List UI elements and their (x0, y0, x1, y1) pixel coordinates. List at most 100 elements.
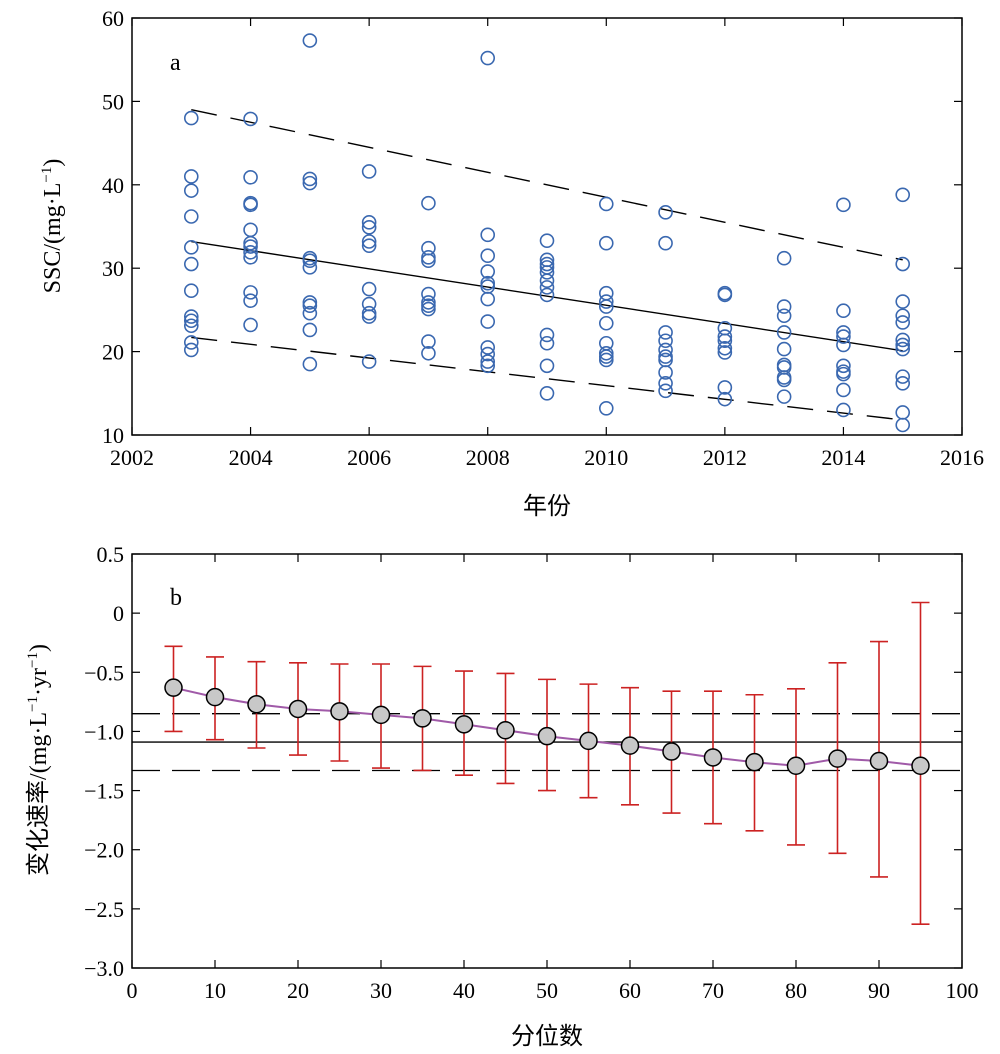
panel-a-point (302, 33, 318, 48)
panel-a-point (243, 111, 258, 127)
panel-a-point (776, 308, 792, 324)
panel-a-point (776, 325, 792, 340)
panel-b-point (745, 752, 764, 772)
panel-a-point (480, 227, 496, 243)
panel-a-xlabel: 年份 (523, 493, 571, 520)
panel-a-ylabel: SSC/(mg·L−1) (39, 159, 66, 294)
panel-b-label: b (170, 585, 182, 611)
panel-a-point (539, 327, 555, 343)
panel-b-ytick-label: 0 (113, 601, 124, 626)
panel-a-point (895, 337, 911, 353)
panel-b-ylabel-sup2: −1 (25, 652, 41, 668)
panel-a-data-layer (183, 33, 911, 433)
panel-a-point (243, 317, 258, 333)
panel-b-point (164, 678, 183, 697)
panel-a-ytick-label: 10 (102, 423, 124, 448)
panel-b-point (786, 756, 806, 775)
panel-a: 2002 2004 2006 2008 2010 2012 2014 2016 10 20 30 40… (39, 6, 984, 520)
panel-b-ytick-label: −1.0 (84, 719, 124, 744)
panel-a-point (183, 309, 199, 324)
panel-a-ytick-label: 50 (102, 89, 124, 114)
panel-a-point (243, 293, 258, 309)
panel-b-point (869, 751, 889, 771)
panel-a-point (598, 401, 614, 416)
panel-b-ytick-label: −1.5 (84, 779, 124, 804)
panel-a-point (243, 245, 258, 260)
panel-a-point (361, 220, 377, 235)
panel-a-point (421, 298, 436, 314)
panel-a-point (895, 308, 911, 324)
panel-a-point (361, 354, 377, 369)
panel-b-point (330, 702, 349, 721)
panel-a-point (421, 334, 436, 349)
panel-a-point (480, 354, 496, 369)
panel-a-ylabel-main: SSC/(mg·L (40, 183, 66, 294)
panel-b-point (454, 715, 474, 734)
panel-a-point (836, 382, 851, 398)
panel-a-point (183, 256, 199, 272)
panel-a-ylabel-close: ) (40, 159, 66, 167)
panel-a-xtick-label: 2010 (584, 445, 628, 470)
panel-a-point (836, 197, 851, 213)
panel-a-point (895, 332, 911, 348)
panel-b-point (579, 731, 598, 751)
panel-b-data-layer (132, 601, 962, 926)
panel-a-point (776, 389, 792, 404)
panel-a-point (658, 383, 673, 399)
panel-a-point (658, 235, 673, 251)
panel-a-point (361, 305, 377, 321)
panel-a-ytick-label: 60 (102, 6, 124, 31)
panel-a-point (836, 366, 851, 382)
panel-a-point (836, 402, 851, 418)
panel-a-point (658, 342, 673, 358)
panel-a-point (480, 314, 496, 329)
panel-a-point (243, 239, 258, 254)
panel-a-point (421, 253, 436, 268)
panel-a-point (598, 349, 614, 364)
panel-a-point (895, 315, 911, 330)
panel-a-point (183, 335, 199, 350)
panel-a-ticks: 2002 2004 2006 2008 2010 2012 2014 2016 10 20 30 40… (102, 6, 984, 470)
panel-a-point (895, 341, 911, 357)
panel-a-xtick-label: 2006 (347, 445, 391, 470)
panel-a-point (480, 50, 496, 66)
panel-a-point (598, 294, 614, 309)
panel-a-point (598, 235, 614, 251)
panel-a-point (539, 233, 555, 248)
panel-a-point (598, 299, 614, 314)
panel-b-ytick-label: −3.0 (84, 956, 124, 981)
panel-a-point (598, 345, 614, 361)
panel-a-point (183, 209, 199, 224)
panel-b-xlabel: 分位数 (511, 1023, 583, 1050)
panel-a-point (421, 301, 436, 317)
panel-a-point (361, 164, 377, 179)
panel-a-point (717, 340, 733, 356)
panel-b-ytick-label: −2.5 (84, 897, 124, 922)
panel-a-point (658, 205, 673, 220)
panel-a-point (421, 295, 436, 310)
panel-a-point (421, 345, 436, 361)
panel-b-xtick-label: 60 (619, 978, 641, 1003)
panel-a-point (243, 222, 258, 238)
panel-b-point (620, 736, 640, 755)
panel-a-point (776, 250, 792, 266)
panel-a-point (658, 365, 673, 380)
panel-a-point (361, 281, 377, 297)
panel-a-trend-line (191, 240, 903, 352)
panel-a-point (183, 318, 199, 334)
panel-a-point (658, 325, 673, 340)
panel-a-point (776, 372, 792, 388)
panel-b-xtick-label: 40 (453, 978, 475, 1003)
panel-a-point (302, 298, 318, 314)
panel-a-point (658, 349, 673, 364)
panel-a-point (717, 391, 733, 407)
panel-a-point (183, 342, 199, 358)
panel-b-point (537, 726, 557, 746)
panel-a-point (243, 285, 258, 300)
panel-a-point (658, 352, 673, 368)
panel-a-xtick-label: 2012 (703, 445, 747, 470)
panel-a-point (421, 286, 436, 302)
panel-a-point (776, 341, 792, 357)
panel-a-point (539, 273, 555, 289)
panel-a-point (480, 275, 496, 291)
